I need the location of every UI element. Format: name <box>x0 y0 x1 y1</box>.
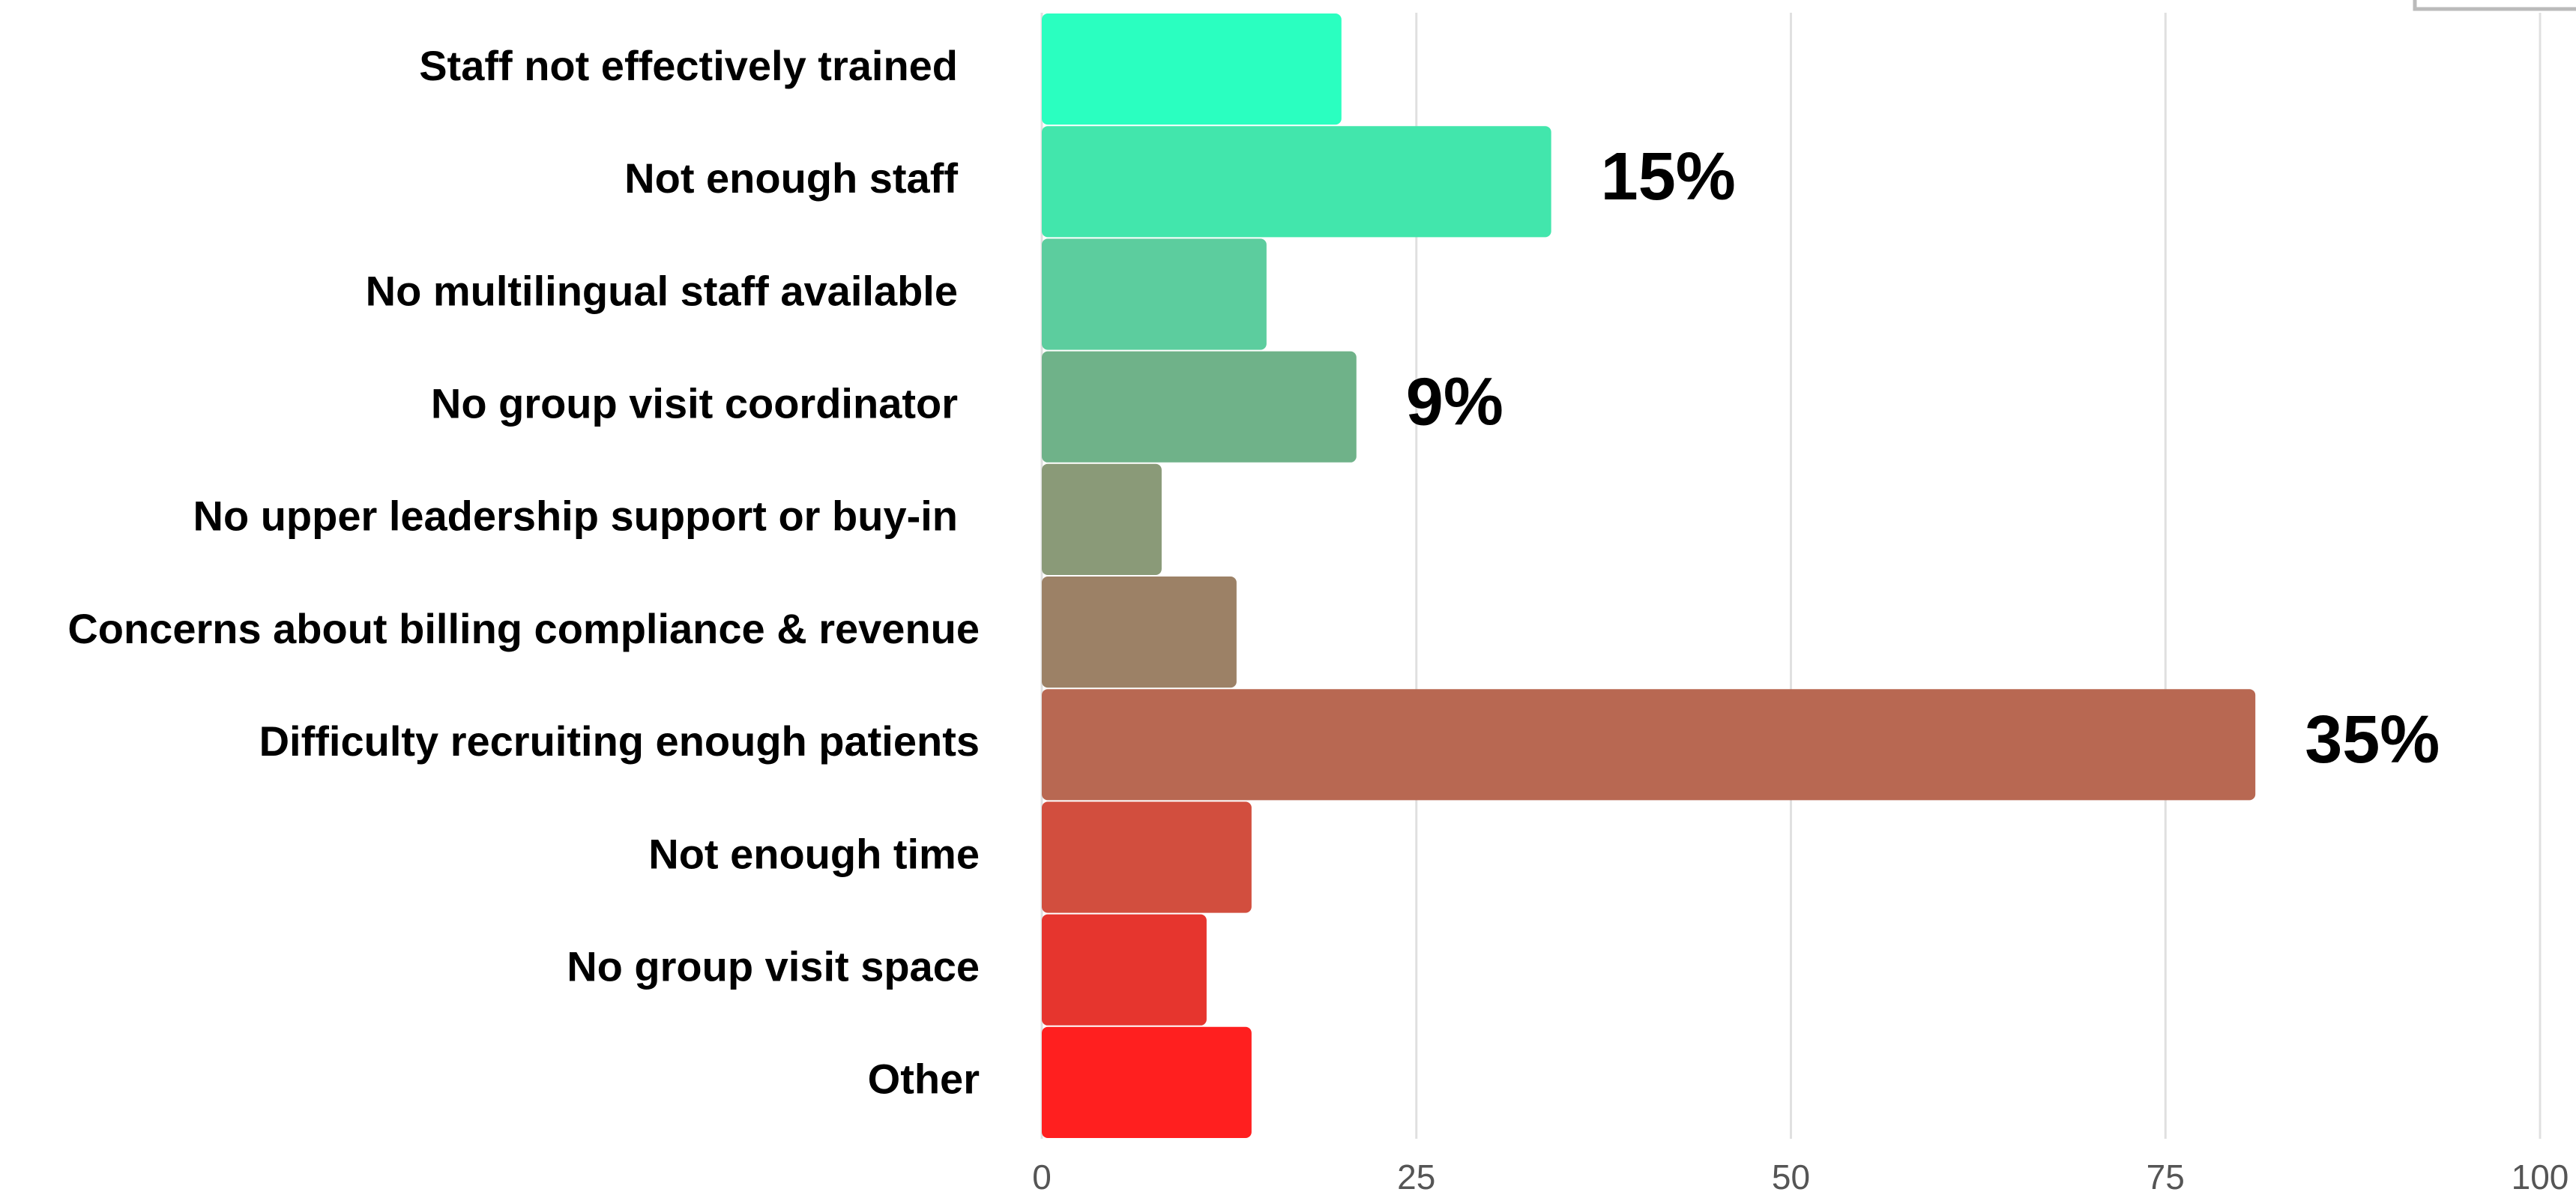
value-label: 9% <box>1406 364 1503 439</box>
labels: 0 25 50 75 100 Staff not effectively trained N… <box>67 42 2569 1197</box>
y-tick-label: No upper leadership support or buy-in <box>193 493 959 540</box>
frame-fragment <box>2413 0 2576 11</box>
bar <box>1042 1026 1252 1138</box>
y-tick-label: No group visit space <box>567 942 980 990</box>
x-tick-label: 100 <box>2512 1158 2569 1197</box>
bar <box>1042 351 1357 463</box>
x-tick-label: 0 <box>1032 1158 1052 1197</box>
value-label: 35% <box>2305 702 2440 777</box>
y-tick-label: Staff not effectively trained <box>419 42 958 89</box>
bar <box>1042 463 1162 575</box>
y-tick-label: Other <box>868 1056 980 1103</box>
bar <box>1042 13 1342 125</box>
x-tick-label: 25 <box>1397 1158 1435 1197</box>
y-tick-label: Concerns about billing compliance & reve… <box>67 605 980 652</box>
bar <box>1042 914 1207 1026</box>
y-tick-label: No group visit coordinator <box>431 379 958 427</box>
bar <box>1042 238 1267 350</box>
bar <box>1042 689 2256 801</box>
y-tick-label: Difficulty recruiting enough patients <box>259 717 980 765</box>
x-tick-label: 75 <box>2147 1158 2185 1197</box>
bar <box>1042 126 1551 238</box>
bar <box>1042 801 1252 913</box>
y-tick-label: Not enough time <box>648 830 980 877</box>
y-tick-label: Not enough staff <box>624 154 958 202</box>
y-tick-label: No multilingual staff available <box>366 267 958 314</box>
bar <box>1042 577 1237 688</box>
value-label: 15% <box>1601 139 1736 214</box>
bars <box>1042 13 2256 1138</box>
x-tick-label: 50 <box>1772 1158 1810 1197</box>
